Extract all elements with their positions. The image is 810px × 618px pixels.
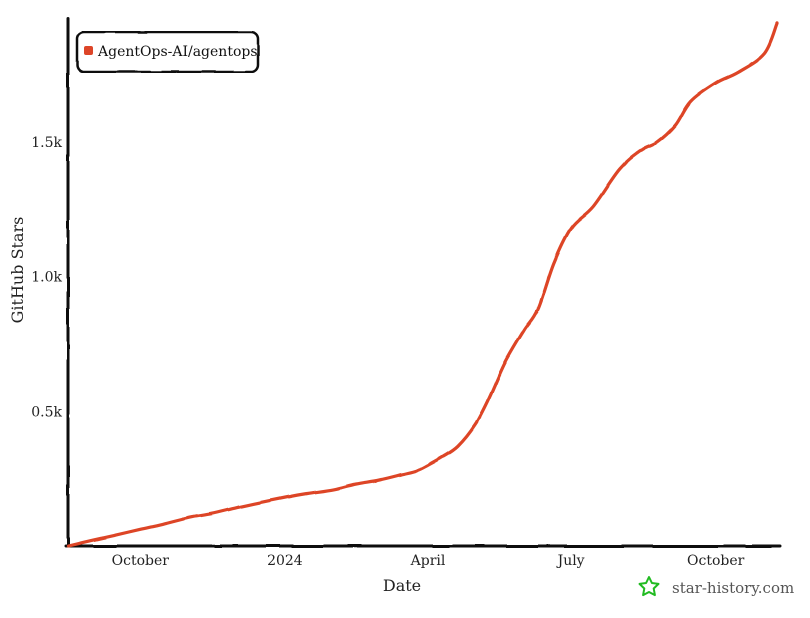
y-tick-labels: 0.5k 1.0k 1.5k xyxy=(31,135,62,420)
x-tick-label: 2024 xyxy=(267,553,303,569)
y-tick-label: 1.5k xyxy=(31,135,62,151)
axes xyxy=(64,16,782,548)
legend-box xyxy=(75,30,260,74)
x-tick-labels: October 2024 April July October xyxy=(112,553,745,569)
legend-swatch xyxy=(84,46,93,55)
x-tick-label: April xyxy=(410,553,446,569)
x-axis-title: Date xyxy=(383,576,421,595)
y-axis-title: GitHub Stars xyxy=(8,217,27,324)
y-tick-label: 0.5k xyxy=(31,404,62,420)
x-tick-label: October xyxy=(687,553,745,569)
y-tick-label: 1.0k xyxy=(31,270,62,286)
watermark: star-history.com xyxy=(638,576,794,597)
x-tick-label: July xyxy=(556,553,585,569)
x-tick-label: October xyxy=(112,553,170,569)
star-history-logo-icon xyxy=(638,576,660,597)
legend: AgentOps-AI/agentops xyxy=(75,30,260,74)
legend-label: AgentOps-AI/agentops xyxy=(97,44,258,60)
series-line xyxy=(66,21,779,548)
watermark-text: star-history.com xyxy=(672,579,794,597)
series-layer xyxy=(66,21,779,548)
